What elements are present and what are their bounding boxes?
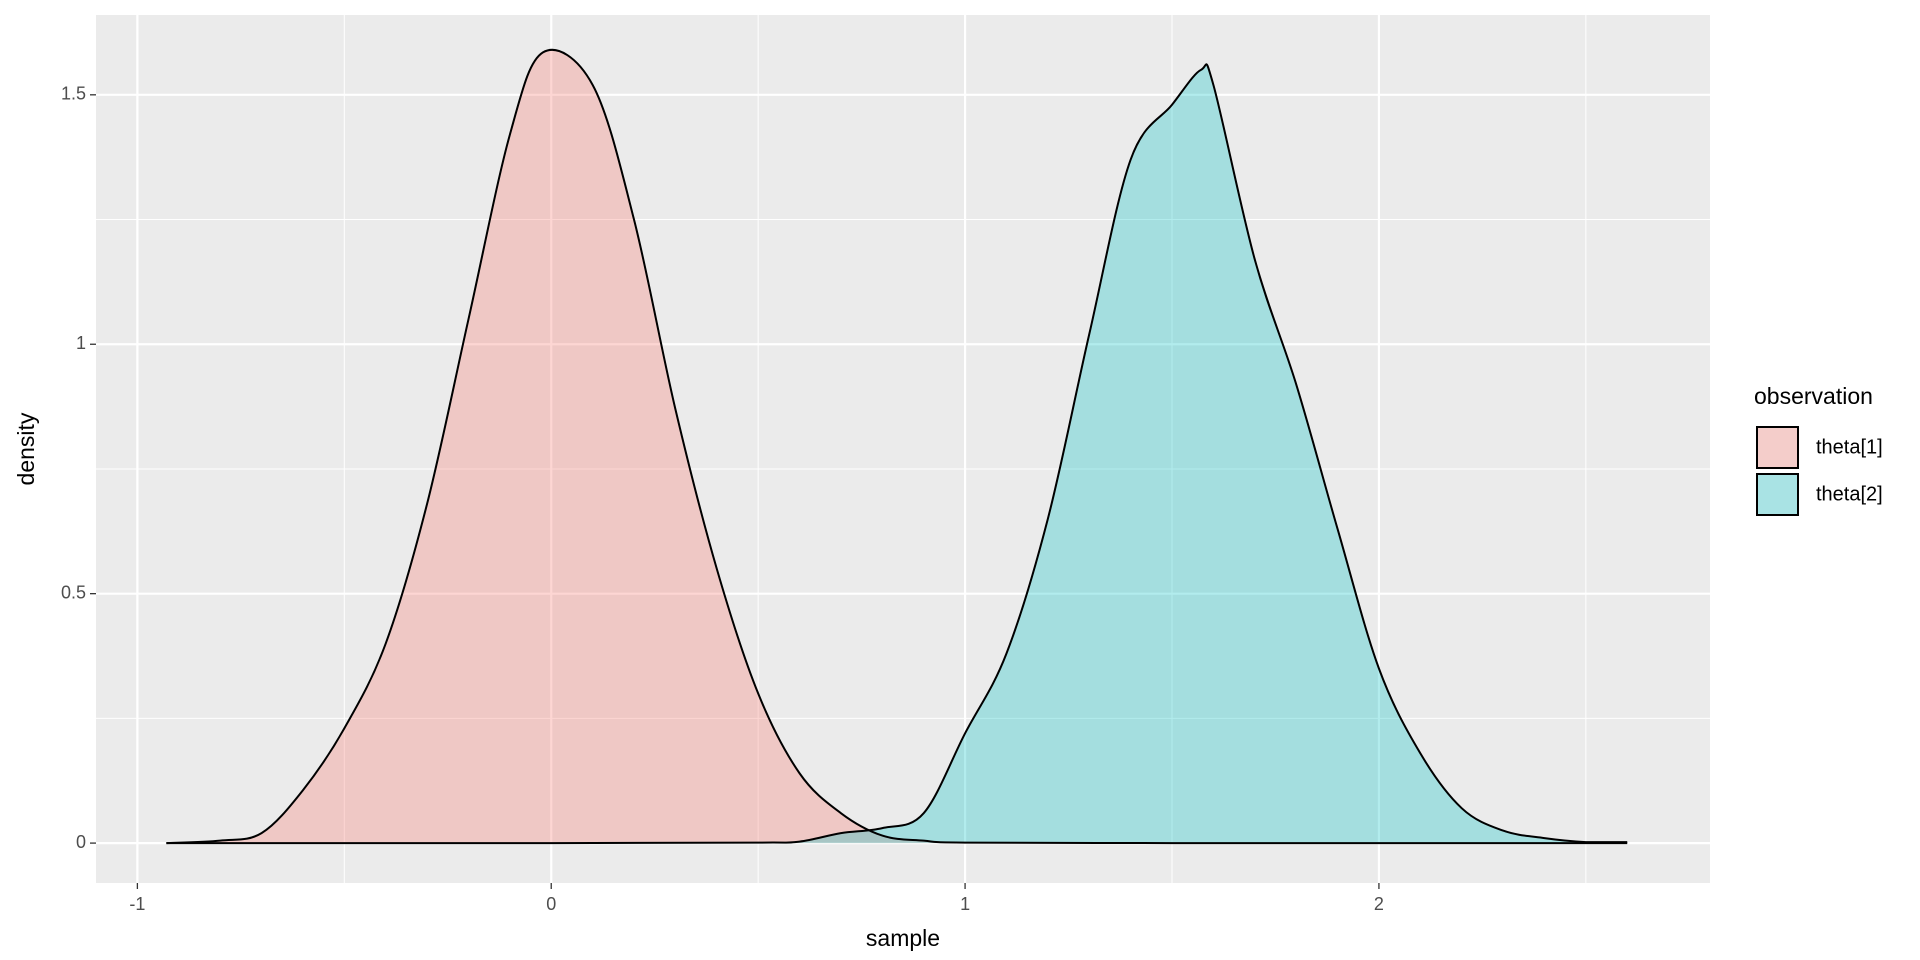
legend-key-bg bbox=[1756, 473, 1799, 516]
legend-key bbox=[1756, 473, 1799, 516]
y-tick-label: 1.5 bbox=[61, 84, 86, 104]
x-tick-label: -1 bbox=[129, 894, 145, 914]
legend-label: theta[1] bbox=[1816, 436, 1883, 458]
x-tick-label: 2 bbox=[1374, 894, 1384, 914]
density-fill bbox=[166, 64, 1628, 844]
legend-title: observation bbox=[1754, 383, 1873, 409]
legend-label: theta[2] bbox=[1816, 483, 1883, 505]
density-fill bbox=[166, 49, 1628, 844]
density-line bbox=[166, 63, 1628, 845]
x-axis-title: sample bbox=[866, 925, 940, 951]
density-line bbox=[166, 48, 1628, 845]
y-tick-label: 0 bbox=[76, 832, 86, 852]
legend-key bbox=[1756, 426, 1799, 469]
x-tick-label: 0 bbox=[546, 894, 556, 914]
legend-key-bg bbox=[1756, 426, 1799, 469]
y-tick-label: 1 bbox=[76, 333, 86, 353]
panel bbox=[96, 15, 1710, 883]
y-tick-label: 0.5 bbox=[61, 582, 86, 602]
y-axis-title: density bbox=[13, 412, 39, 485]
x-tick-label: 1 bbox=[960, 894, 970, 914]
